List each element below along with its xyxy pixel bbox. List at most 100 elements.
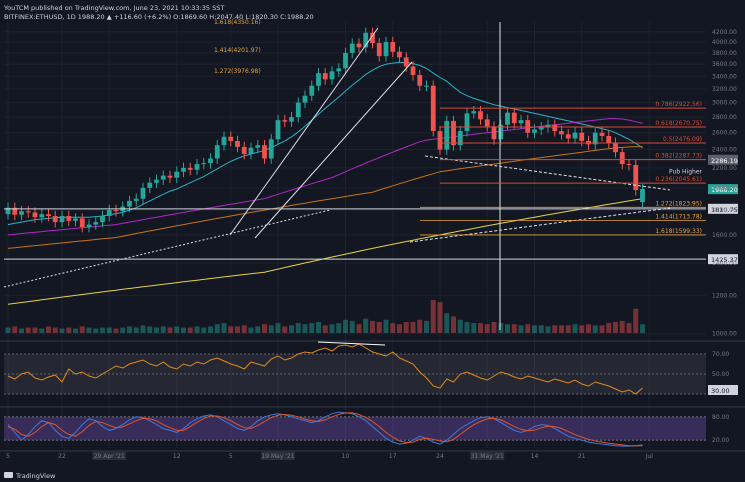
candle-body (363, 32, 369, 48)
volume-bar (174, 326, 180, 333)
time-tick: 5 (229, 453, 233, 460)
volume-bar (66, 327, 72, 333)
volume-bar (559, 325, 564, 333)
candle-body (262, 145, 267, 159)
candle-body (32, 212, 38, 218)
candle-body (19, 211, 24, 215)
candle-body (160, 175, 166, 180)
volume-bar (498, 323, 504, 333)
candle-body (106, 210, 112, 216)
volume-bar (424, 320, 429, 333)
volume-bar (147, 326, 153, 333)
price-tick: 1200.00 (712, 292, 737, 299)
volume-bar (599, 325, 605, 333)
candle-body (518, 120, 524, 124)
candle-body (93, 222, 99, 225)
candle-body (565, 134, 571, 139)
rsi-ob-label: 70.00 (712, 351, 729, 358)
triangle-lower (409, 207, 671, 243)
candle-body (349, 43, 355, 53)
candle-body (167, 175, 173, 178)
candle-body (376, 43, 382, 57)
volume-bar (160, 326, 166, 333)
price-tick: 4200.00 (712, 29, 737, 36)
candle-body (187, 167, 193, 170)
time-tick: 5 (6, 453, 10, 460)
volume-bar (275, 323, 281, 333)
candle-body (39, 214, 45, 218)
stoch-k-line (7, 411, 643, 447)
candle-body (343, 52, 348, 69)
candle-body (113, 210, 119, 212)
tradingview-logo[interactable]: TradingView (15, 472, 56, 480)
time-axis: 5 22 29 Apr '21 12 5 19 May '21 10 17 24 31 May '… (6, 451, 653, 460)
fib-label: 0.618(2670.75) (655, 120, 702, 127)
time-tick: 10 (342, 453, 350, 460)
price-tick: 2600.00 (712, 130, 737, 137)
price-tick: 2000.00 (712, 185, 737, 192)
candle-body (221, 136, 227, 146)
volume-bar (235, 326, 240, 333)
last-price-label: 1988.20 (711, 186, 738, 194)
volume-bar (383, 319, 389, 333)
rsi-last-label: 30.00 (711, 387, 730, 395)
triangle-upper (424, 155, 671, 191)
upper-ext-label: 1.414(4201.97) (214, 47, 261, 54)
ext-label: 1.618(1599.33) (655, 228, 702, 235)
fib-levels: 0.618(2670.75) 0.5(2476.09) 0.382(2287.73)… (4, 19, 738, 265)
time-tick-box (470, 451, 505, 460)
candle-body (154, 179, 159, 183)
candle-body (484, 119, 490, 127)
upper-ext-label: 1.618(4350.16) (214, 19, 261, 26)
candle-body (451, 120, 456, 146)
volume-bar (228, 326, 234, 333)
volume-bar (79, 326, 85, 333)
candle-body (444, 120, 450, 150)
volume-bar (100, 327, 105, 333)
time-tick: 31 May '21 (471, 453, 504, 460)
volume-bar (586, 324, 591, 333)
stoch-d-line (7, 412, 643, 447)
candle-body (86, 224, 92, 228)
volume-bar (167, 327, 173, 333)
candle-body (390, 42, 396, 52)
volume-bar (403, 322, 409, 333)
price-tick: 1800.00 (712, 207, 737, 214)
candle-body (606, 135, 612, 143)
candle-body (579, 132, 585, 141)
candle-body (329, 71, 335, 80)
candle-body (46, 214, 51, 216)
stoch-band (4, 416, 706, 441)
candle-body (248, 147, 254, 154)
volume-bar (545, 326, 551, 333)
candle-body (79, 218, 85, 228)
volume-bar (181, 327, 186, 333)
stoch-upper-label: 80.00 (712, 414, 729, 421)
volume-bar (491, 322, 497, 333)
volume-bar (208, 326, 213, 333)
symbol-info: BITFINEX:ETHUSD, 1D 1988.20 ▲ +116.60 (+… (4, 13, 314, 21)
candle-body (5, 207, 11, 215)
candle-body (52, 215, 58, 223)
candle-body (511, 112, 517, 124)
candle-body (181, 167, 186, 172)
volume-bar (262, 324, 267, 333)
volume-bar (282, 326, 288, 333)
volume-bar (120, 327, 126, 333)
publish-info: YouTCM published on TradingView.com, Jun… (3, 4, 224, 12)
time-tick: 17 (389, 453, 397, 460)
price-tick: 3400.00 (712, 73, 737, 80)
volume-bar (106, 327, 112, 333)
candle-body (545, 124, 551, 128)
ema-line-ema-20 (7, 62, 643, 226)
fib-label: 0.786(2922.56) (655, 101, 702, 108)
candle-body (383, 42, 389, 57)
candle-body (73, 218, 78, 221)
volume-bar (309, 323, 315, 333)
volume-bar (201, 327, 207, 333)
ext-label: 1.414(1713.78) (655, 213, 702, 220)
candle-body (498, 124, 504, 140)
volume-bar (417, 319, 423, 333)
time-tick: 24 (436, 453, 444, 460)
candle-body (464, 113, 470, 132)
